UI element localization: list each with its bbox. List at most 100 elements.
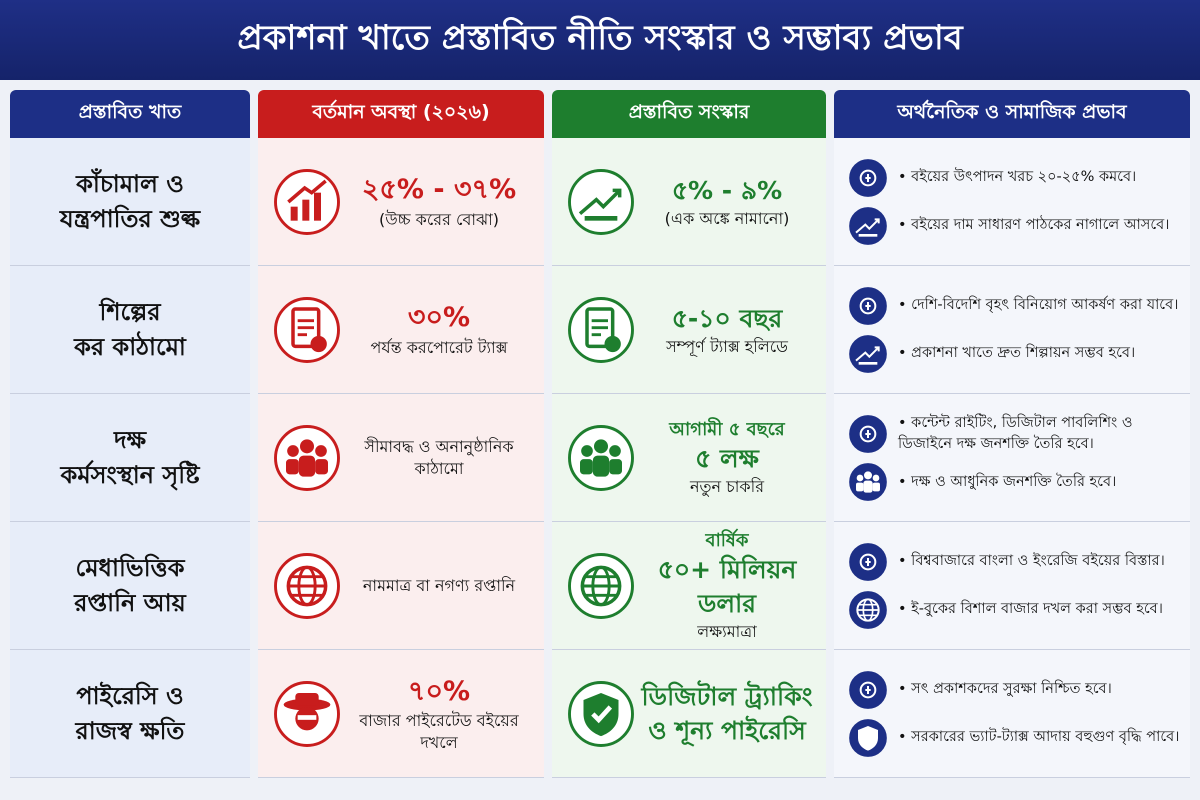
icon: [274, 424, 340, 491]
icon: [849, 718, 887, 757]
proposed-cell: বার্ষিক ৫০+ মিলিয়ন ডলার লক্ষ্যমাত্রা: [552, 522, 826, 650]
sector-line: পাইরেসি ও: [76, 681, 184, 710]
icon: [274, 680, 340, 747]
current-note: নামমাত্র বা নগণ্য রপ্তানি: [362, 575, 516, 595]
proposed-text: ৫% - ৯% (এক অঙ্কে নামানো): [636, 174, 826, 229]
proposed-text: ডিজিটাল ট্র্যাকিং ও শূন্য পাইরেসি: [636, 680, 826, 748]
proposed-headline: ৫ লক্ষ: [695, 443, 759, 473]
proposed-cell: আগামী ৫ বছরে ৫ লক্ষ নতুন চাকরি: [552, 394, 826, 522]
icon: [849, 462, 887, 501]
sector-line: কাঁচামাল ও: [76, 169, 184, 198]
current-note: (উচ্চ করের বোঝা): [379, 209, 499, 229]
icon: [849, 670, 887, 709]
sector-line: কর্মসংস্থান সৃষ্টি: [60, 460, 200, 489]
proposed-note: (এক অঙ্কে নামানো): [664, 208, 790, 228]
current-headline: ৭০%: [407, 675, 471, 707]
impact-text: বইয়ের দাম সাধারণ পাঠকের নাগালে আসবে।: [898, 215, 1169, 235]
icon: [849, 542, 887, 581]
impact-item: বইয়ের উৎপাদন খরচ ২০-২৫% কমবে।: [842, 158, 1182, 198]
page-title: প্রকাশনা খাতে প্রস্তাবিত নীতি সংস্কার ও …: [0, 0, 1200, 80]
sector-cell: শিল্পের কর কাঠামো: [10, 266, 250, 394]
icon: [274, 168, 340, 235]
sector-line: কর কাঠামো: [74, 332, 186, 361]
icon: [849, 206, 887, 245]
proposed-pre: আগামী ৫ বছরে: [669, 418, 785, 440]
proposed-note: লক্ষ্যমাত্রা: [697, 621, 757, 641]
current-cell: ৭০% বাজার পাইরেটেড বইয়ের দখলে: [258, 650, 544, 778]
proposed-note: সম্পূর্ণ ট্যাক্স হলিডে: [666, 336, 788, 356]
impact-text: সৎ প্রকাশকদের সুরক্ষা নিশ্চিত হবে।: [898, 679, 1112, 699]
proposed-headline: ৫-১০ বছর: [671, 303, 783, 333]
impact-cell: বইয়ের উৎপাদন খরচ ২০-২৫% কমবে। বইয়ের দাম…: [834, 138, 1190, 266]
impact-text: বিশ্ববাজারে বাংলা ও ইংরেজি বইয়ের বিস্তা…: [898, 551, 1165, 571]
sector-line: শিল্পের: [99, 297, 161, 326]
policy-table: প্রস্তাবিত খাত বর্তমান অবস্থা (২০২৬) প্রস্…: [10, 90, 1190, 778]
icon: [568, 552, 634, 619]
column-header: অর্থনৈতিক ও সামাজিক প্রভাব: [834, 90, 1190, 138]
impact-text: প্রকাশনা খাতে দ্রুত শিল্পায়ন সম্ভব হবে।: [898, 343, 1135, 363]
impact-item: দেশি-বিদেশি বৃহৎ বিনিয়োগ আকর্ষণ করা যাব…: [842, 286, 1182, 326]
sector-cell: মেধাভিত্তিক রপ্তানি আয়: [10, 522, 250, 650]
current-text: ৩০% পর্যন্ত করপোরেট ট্যাক্স: [342, 300, 544, 358]
impact-cell: কন্টেন্ট রাইটিং, ডিজিটাল পাবলিশিং ও ডিজা…: [834, 394, 1190, 522]
impact-cell: দেশি-বিদেশি বৃহৎ বিনিয়োগ আকর্ষণ করা যাব…: [834, 266, 1190, 394]
column-header: প্রস্তাবিত খাত: [10, 90, 250, 138]
proposed-cell: ৫% - ৯% (এক অঙ্কে নামানো): [552, 138, 826, 266]
icon: [849, 286, 887, 325]
icon: [849, 590, 887, 629]
sector-line: যন্ত্রপাতির শুল্ক: [59, 204, 201, 233]
current-note: বাজার পাইরেটেড বইয়ের দখলে: [359, 711, 519, 752]
impact-text: দক্ষ ও আধুনিক জনশক্তি তৈরি হবে।: [898, 472, 1116, 492]
proposed-pre: বার্ষিক: [705, 529, 749, 551]
impact-item: কন্টেন্ট রাইটিং, ডিজিটাল পাবলিশিং ও ডিজা…: [842, 413, 1182, 454]
icon: [568, 680, 634, 747]
impact-item: সরকারের ভ্যাট-ট্যাক্স আদায় বহুগুণ বৃদ্ধ…: [842, 718, 1182, 758]
impact-text: দেশি-বিদেশি বৃহৎ বিনিয়োগ আকর্ষণ করা যাব…: [898, 295, 1178, 315]
impact-item: সৎ প্রকাশকদের সুরক্ষা নিশ্চিত হবে।: [842, 670, 1182, 710]
icon: [568, 168, 634, 235]
current-headline: ২৫% - ৩৭%: [361, 174, 517, 206]
current-cell: সীমাবদ্ধ ও অনানুষ্ঠানিক কাঠামো: [258, 394, 544, 522]
current-cell: নামমাত্র বা নগণ্য রপ্তানি: [258, 522, 544, 650]
impact-item: প্রকাশনা খাতে দ্রুত শিল্পায়ন সম্ভব হবে।: [842, 334, 1182, 374]
impact-text: সরকারের ভ্যাট-ট্যাক্স আদায় বহুগুণ বৃদ্ধ…: [898, 727, 1179, 747]
column-header: প্রস্তাবিত সংস্কার: [552, 90, 826, 138]
icon: [568, 424, 634, 491]
impact-item: দক্ষ ও আধুনিক জনশক্তি তৈরি হবে।: [842, 462, 1182, 502]
proposed-cell: ডিজিটাল ট্র্যাকিং ও শূন্য পাইরেসি: [552, 650, 826, 778]
icon: [274, 552, 340, 619]
icon: [568, 296, 634, 363]
proposed-text: ৫-১০ বছর সম্পূর্ণ ট্যাক্স হলিডে: [636, 302, 826, 357]
current-headline: ৩০%: [407, 302, 471, 334]
impact-text: বইয়ের উৎপাদন খরচ ২০-২৫% কমবে।: [898, 167, 1136, 187]
sector-line: মেধাভিত্তিক: [75, 553, 185, 582]
impact-item: ই-বুকের বিশাল বাজার দখল করা সম্ভব হবে।: [842, 590, 1182, 630]
proposed-cell: ৫-১০ বছর সম্পূর্ণ ট্যাক্স হলিডে: [552, 266, 826, 394]
icon: [274, 296, 340, 363]
impact-item: বইয়ের দাম সাধারণ পাঠকের নাগালে আসবে।: [842, 206, 1182, 246]
current-text: ২৫% - ৩৭% (উচ্চ করের বোঝা): [342, 172, 544, 230]
current-note: পর্যন্ত করপোরেট ট্যাক্স: [370, 337, 508, 357]
impact-text: ই-বুকের বিশাল বাজার দখল করা সম্ভব হবে।: [898, 599, 1163, 619]
proposed-text: আগামী ৫ বছরে ৫ লক্ষ নতুন চাকরি: [636, 418, 826, 498]
impact-cell: বিশ্ববাজারে বাংলা ও ইংরেজি বইয়ের বিস্তা…: [834, 522, 1190, 650]
impact-item: বিশ্ববাজারে বাংলা ও ইংরেজি বইয়ের বিস্তা…: [842, 542, 1182, 582]
sector-line: রাজস্ব ক্ষতি: [75, 716, 185, 745]
sector-cell: পাইরেসি ও রাজস্ব ক্ষতি: [10, 650, 250, 778]
proposed-headline: ৫% - ৯%: [671, 175, 783, 205]
sector-cell: দক্ষ কর্মসংস্থান সৃষ্টি: [10, 394, 250, 522]
current-text: নামমাত্র বা নগণ্য রপ্তানি: [342, 575, 544, 597]
proposed-headline: ৫০+ মিলিয়ন ডলার: [657, 555, 797, 618]
current-text: ৭০% বাজার পাইরেটেড বইয়ের দখলে: [342, 674, 544, 754]
sector-line: রপ্তানি আয়: [74, 588, 186, 617]
icon: [849, 334, 887, 373]
current-cell: ৩০% পর্যন্ত করপোরেট ট্যাক্স: [258, 266, 544, 394]
icon: [849, 158, 887, 197]
icon: [849, 414, 887, 453]
sector-line: দক্ষ: [113, 425, 147, 454]
current-text: সীমাবদ্ধ ও অনানুষ্ঠানিক কাঠামো: [342, 436, 544, 479]
proposed-text: বার্ষিক ৫০+ মিলিয়ন ডলার লক্ষ্যমাত্রা: [636, 529, 826, 642]
proposed-note: নতুন চাকরি: [689, 476, 765, 496]
current-cell: ২৫% - ৩৭% (উচ্চ করের বোঝা): [258, 138, 544, 266]
